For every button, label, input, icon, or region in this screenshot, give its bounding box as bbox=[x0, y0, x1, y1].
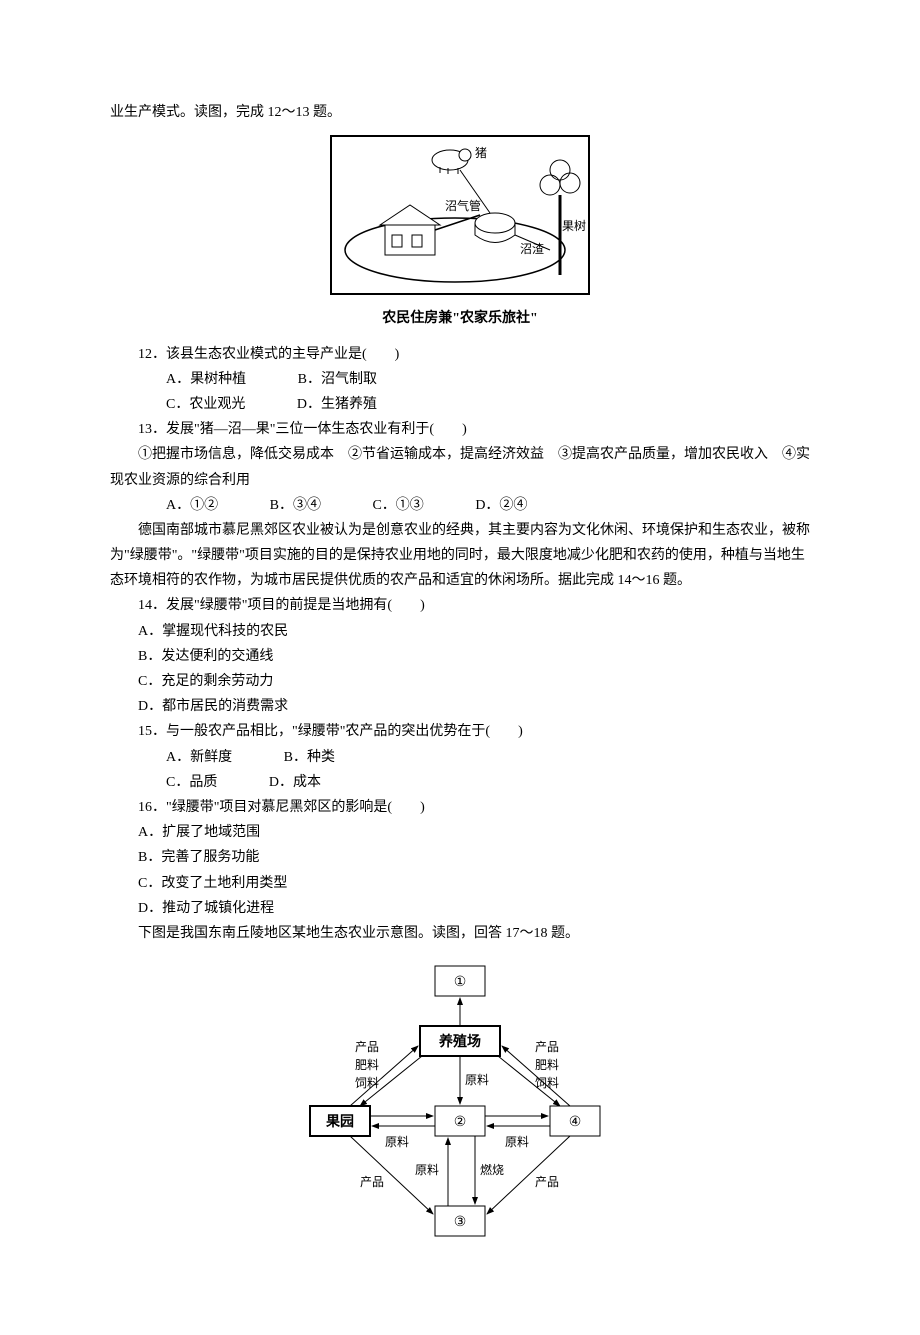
q13-opt-c: C．①③ bbox=[344, 493, 423, 518]
q14-opt-c: C．充足的剩余劳动力 bbox=[110, 669, 810, 694]
label-yuanliao-1: 原料 bbox=[465, 1073, 489, 1087]
q15-opt-d: D．成本 bbox=[241, 770, 321, 795]
q16-opt-d: D．推动了城镇化进程 bbox=[110, 896, 810, 921]
q15-opt-b: B．种类 bbox=[256, 745, 335, 770]
q16-opt-b: B．完善了服务功能 bbox=[110, 845, 810, 870]
passage-2: 德国南部城市慕尼黑郊区农业被认为是创意农业的经典，其主要内容为文化休闲、环境保护… bbox=[110, 518, 810, 594]
q12-opt-c: C．农业观光 bbox=[138, 392, 245, 417]
node-orchard: 果园 bbox=[325, 1114, 354, 1130]
figure-1: 沼气管 沼渣 果树 猪 农民住房兼"农家乐旅社" bbox=[110, 135, 810, 331]
label-yuanliao-4: 原料 bbox=[415, 1163, 439, 1177]
figure-2: ① 养殖场 果园 ② ④ ③ 原料 产品 肥料 bbox=[110, 956, 810, 1265]
q16-stem: 16．"绿腰带"项目对慕尼黑郊区的影响是( ) bbox=[110, 795, 810, 820]
q13-stem: 13．发展"猪—沼—果"三位一体生态农业有利于( ) bbox=[110, 417, 810, 442]
label-pipe: 沼气管 bbox=[445, 198, 481, 213]
label-feiliao-r: 肥料 bbox=[535, 1058, 559, 1072]
q16-opt-c: C．改变了土地利用类型 bbox=[110, 871, 810, 896]
label-ranshao: 燃烧 bbox=[480, 1162, 504, 1177]
label-yuanliao-3: 原料 bbox=[505, 1135, 529, 1149]
q15-opt-c: C．品质 bbox=[138, 770, 217, 795]
node-1: ① bbox=[454, 975, 467, 990]
label-tree: 果树 bbox=[562, 218, 586, 233]
node-4: ④ bbox=[569, 1115, 582, 1130]
label-yuanliao-2: 原料 bbox=[385, 1135, 409, 1149]
q15-opt-a: A．新鲜度 bbox=[138, 745, 232, 770]
label-chanpin-bl: 产品 bbox=[360, 1175, 384, 1189]
q13-opt-a: A．①② bbox=[138, 493, 218, 518]
q13-sub: ①把握市场信息，降低交易成本 ②节省运输成本，提高经济效益 ③提高农产品质量，增… bbox=[110, 442, 810, 492]
q13-opt-b: B．③④ bbox=[242, 493, 321, 518]
label-pig: 猪 bbox=[475, 146, 487, 160]
figure-1-caption: 农民住房兼"农家乐旅社" bbox=[110, 306, 810, 331]
q12-opt-a: A．果树种植 bbox=[138, 367, 246, 392]
node-farm: 养殖场 bbox=[438, 1033, 481, 1050]
intro-line: 业生产模式。读图，完成 12～13 题。 bbox=[110, 100, 810, 125]
q12-stem: 12．该县生态农业模式的主导产业是( ) bbox=[110, 342, 810, 367]
q13-opt-d: D．②④ bbox=[447, 493, 527, 518]
label-residue: 沼渣 bbox=[520, 242, 544, 256]
q14-opt-a: A．掌握现代科技的农民 bbox=[110, 619, 810, 644]
label-chanpin-br: 产品 bbox=[535, 1175, 559, 1189]
q12-opt-b: B．沼气制取 bbox=[270, 367, 377, 392]
node-3: ③ bbox=[454, 1215, 467, 1230]
q16-opt-a: A．扩展了地域范围 bbox=[110, 820, 810, 845]
label-feiliao-l: 肥料 bbox=[355, 1058, 379, 1072]
label-chanpin-r: 产品 bbox=[535, 1040, 559, 1054]
q14-opt-d: D．都市居民的消费需求 bbox=[110, 694, 810, 719]
label-siliao-l: 饲料 bbox=[355, 1076, 379, 1090]
label-siliao-r: 饲料 bbox=[535, 1076, 559, 1090]
q15-stem: 15．与一般农产品相比，"绿腰带"农产品的突出优势在于( ) bbox=[110, 719, 810, 744]
q14-opt-b: B．发达便利的交通线 bbox=[110, 644, 810, 669]
passage-3: 下图是我国东南丘陵地区某地生态农业示意图。读图，回答 17～18 题。 bbox=[110, 921, 810, 946]
label-chanpin-l: 产品 bbox=[355, 1040, 379, 1054]
q14-stem: 14．发展"绿腰带"项目的前提是当地拥有( ) bbox=[110, 593, 810, 618]
node-2: ② bbox=[454, 1115, 467, 1130]
q12-opt-d: D．生猪养殖 bbox=[269, 392, 377, 417]
